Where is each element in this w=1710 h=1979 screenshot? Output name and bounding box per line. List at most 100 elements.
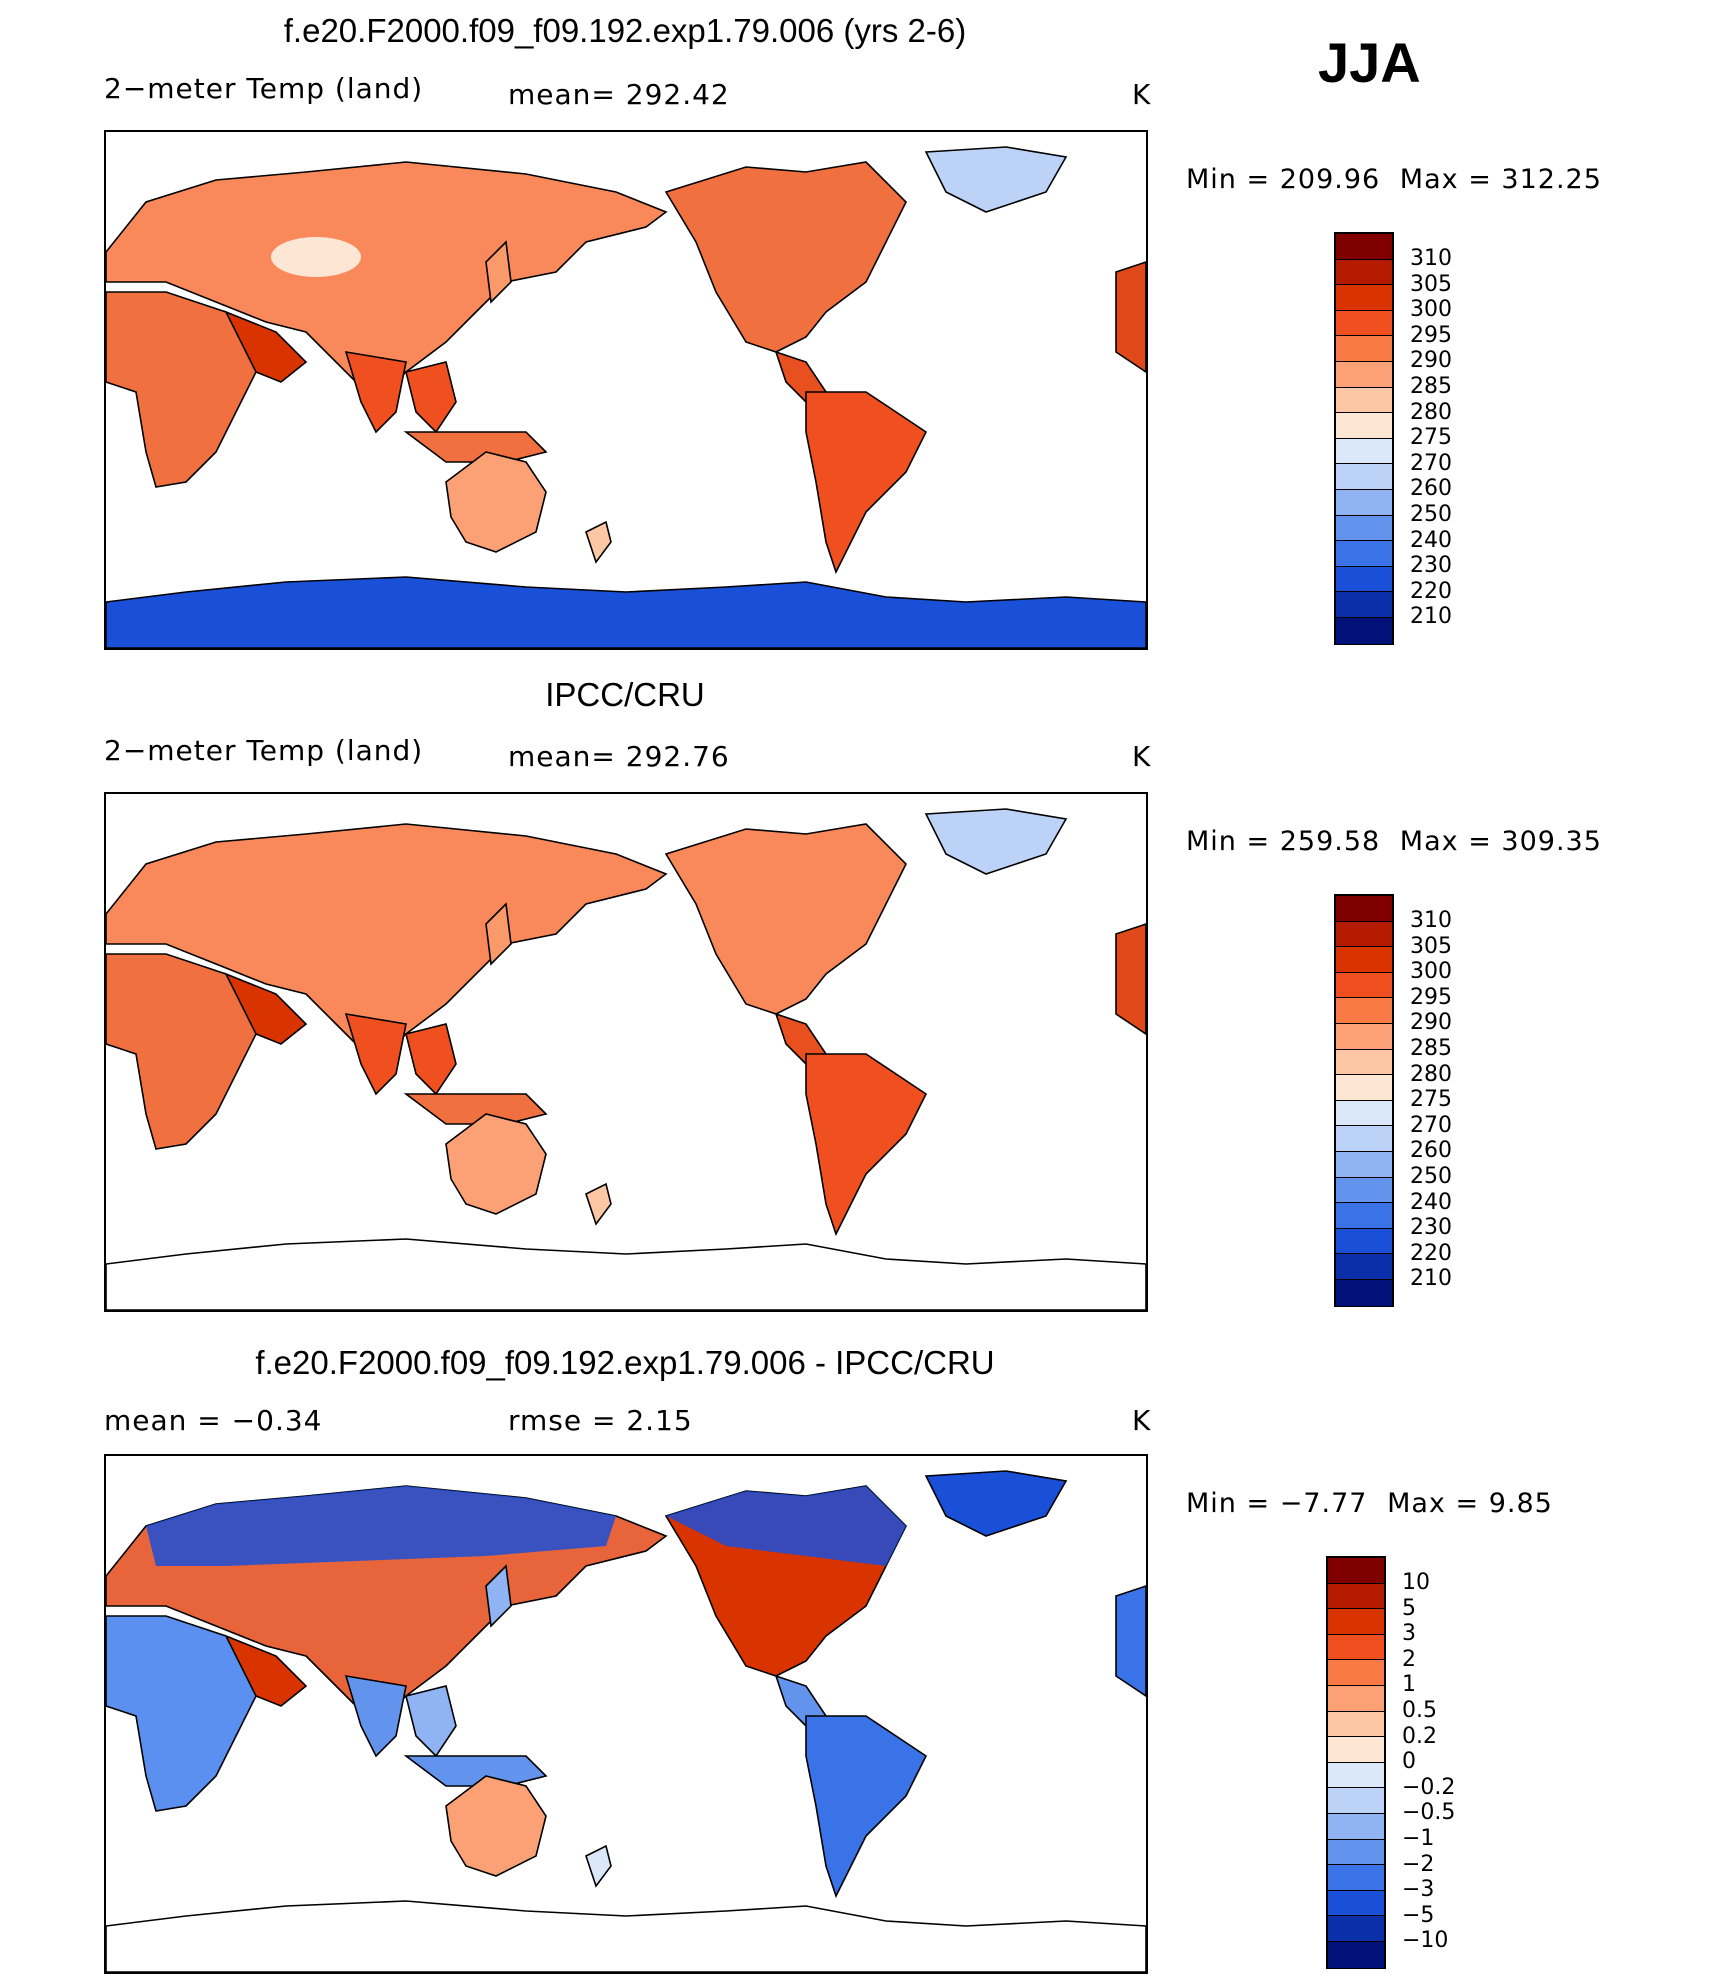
colorbar-swatch	[1336, 1228, 1392, 1255]
colorbar-tick-label: 0.2	[1402, 1723, 1437, 1749]
india-landmass	[344, 350, 407, 434]
colorbar-tick-label: −10	[1402, 1928, 1449, 1954]
colorbar-swatch	[1328, 1660, 1384, 1686]
antarctica-landmass	[106, 576, 1146, 648]
colorbar-swatch	[1328, 1711, 1384, 1738]
eurasia-arctic-anomaly	[146, 1486, 616, 1566]
colorbar-swatch	[1336, 515, 1392, 542]
colorbar-tick-label: 305	[1410, 933, 1452, 959]
nz-landmass	[585, 520, 612, 564]
panel3-units: K	[1132, 1404, 1152, 1437]
colorbar-tick-label: 280	[1410, 1061, 1452, 1087]
panel3-min-value: = −7.77	[1246, 1488, 1368, 1519]
australia-landmass	[445, 1113, 547, 1215]
colorbar-tick-label: 310	[1410, 246, 1452, 271]
greenland-landmass	[924, 146, 1068, 213]
colorbar-swatch	[1328, 1609, 1384, 1635]
colorbar-tick-label: 310	[1410, 908, 1452, 933]
colorbar-tick-label: 285	[1410, 373, 1452, 399]
colorbar-swatch	[1336, 1075, 1392, 1101]
colorbar-tick-label: 260	[1410, 1138, 1452, 1164]
antarctica-landmass	[106, 1900, 1146, 1972]
colorbar-tick-label: −3	[1402, 1877, 1435, 1903]
panel1-min-value: = 209.96	[1246, 164, 1381, 195]
colorbar-swatch	[1336, 896, 1392, 922]
colorbar-swatch	[1336, 361, 1392, 388]
colorbar-tick-label: 260	[1410, 476, 1452, 502]
panel1-min-label: Min	[1186, 164, 1237, 195]
colorbar-swatch	[1328, 1813, 1384, 1840]
colorbar-swatch	[1328, 1685, 1384, 1712]
colorbar-swatch	[1336, 1100, 1392, 1127]
colorbar-tick-label: 240	[1410, 527, 1452, 553]
panel3-map	[104, 1454, 1148, 1974]
colorbar-swatch	[1328, 1865, 1384, 1891]
panel1-map	[104, 130, 1148, 650]
tibetan-plateau-region	[271, 237, 361, 277]
canada-anomaly	[666, 1486, 906, 1566]
arabia-landmass	[224, 1634, 308, 1707]
colorbar-swatch	[1328, 1890, 1384, 1917]
panel1-colorbar-labels: 310 305 300 295 290 285 280 275 270 260 250 240 230 2…	[1410, 246, 1452, 630]
colorbar-swatch	[1336, 438, 1392, 465]
season-label: JJA	[1318, 31, 1421, 94]
colorbar-tick-label: 295	[1410, 984, 1452, 1010]
colorbar-tick-label: 210	[1410, 1266, 1452, 1292]
south-america-landmass	[805, 1715, 928, 1899]
panel1-colorbar	[1334, 232, 1394, 645]
colorbar-tick-label: 285	[1410, 1035, 1452, 1061]
panel2-min-value: = 259.58	[1246, 826, 1381, 857]
colorbar-tick-label: 0	[1402, 1749, 1416, 1775]
panel3-title: f.e20.F2000.f09_f09.192.exp1.79.006 - IP…	[255, 1344, 995, 1381]
west-africa-edge-landmass	[1115, 1585, 1146, 1697]
colorbar-swatch	[1336, 234, 1392, 260]
colorbar-tick-label: 305	[1410, 271, 1452, 297]
colorbar-tick-label: 275	[1410, 1087, 1452, 1113]
japan-landmass	[485, 240, 512, 304]
colorbar-tick-label: −1	[1402, 1825, 1435, 1851]
panel2-units: K	[1132, 740, 1152, 773]
panel1-units: K	[1132, 78, 1152, 111]
west-africa-edge-landmass	[1115, 923, 1146, 1035]
seasia-landmass	[405, 1023, 457, 1096]
colorbar-swatch	[1336, 998, 1392, 1024]
colorbar-swatch	[1336, 541, 1392, 567]
colorbar-swatch	[1336, 947, 1392, 973]
colorbar-swatch	[1336, 921, 1392, 948]
north-america-landmass	[664, 823, 907, 1015]
colorbar-swatch	[1328, 1839, 1384, 1866]
panel3-min-max: Min = −7.77 Max = 9.85	[1186, 1488, 1553, 1519]
australia-landmass	[445, 451, 547, 553]
colorbar-swatch	[1328, 1634, 1384, 1661]
panel3-min-label: Min	[1186, 1488, 1237, 1519]
colorbar-swatch	[1336, 1023, 1392, 1050]
colorbar-swatch	[1336, 413, 1392, 439]
colorbar-swatch	[1336, 592, 1392, 618]
colorbar-tick-label: −2	[1402, 1851, 1435, 1877]
india-landmass	[344, 1674, 407, 1758]
colorbar-tick-label: 250	[1410, 501, 1452, 527]
japan-landmass	[485, 902, 512, 966]
panel2-mean-label: mean= 292.76	[508, 740, 730, 773]
nz-landmass	[585, 1844, 612, 1888]
colorbar-swatch	[1336, 285, 1392, 311]
colorbar-tick-label: 270	[1410, 1112, 1452, 1138]
panel1-map-canvas	[106, 146, 1146, 648]
colorbar-tick-label: 5	[1402, 1595, 1416, 1621]
colorbar-tick-label: −0.2	[1402, 1774, 1456, 1800]
nz-landmass	[585, 1182, 612, 1226]
arabia-landmass	[224, 310, 308, 383]
colorbar-swatch	[1336, 1177, 1392, 1204]
colorbar-swatch	[1328, 1762, 1384, 1789]
colorbar-tick-label: 210	[1410, 604, 1452, 630]
panel2-colorbar	[1334, 894, 1394, 1307]
colorbar-tick-label: 3	[1402, 1621, 1416, 1647]
panel1-min-max: Min = 209.96 Max = 312.25	[1186, 164, 1602, 195]
colorbar-swatch	[1328, 1941, 1384, 1968]
colorbar-tick-label: 290	[1410, 348, 1452, 374]
arabia-landmass	[224, 972, 308, 1045]
panel2-map	[104, 792, 1148, 1312]
colorbar-tick-label: 240	[1410, 1189, 1452, 1215]
panel3-mean-label: mean = −0.34	[104, 1404, 323, 1437]
colorbar-swatch	[1336, 1254, 1392, 1280]
